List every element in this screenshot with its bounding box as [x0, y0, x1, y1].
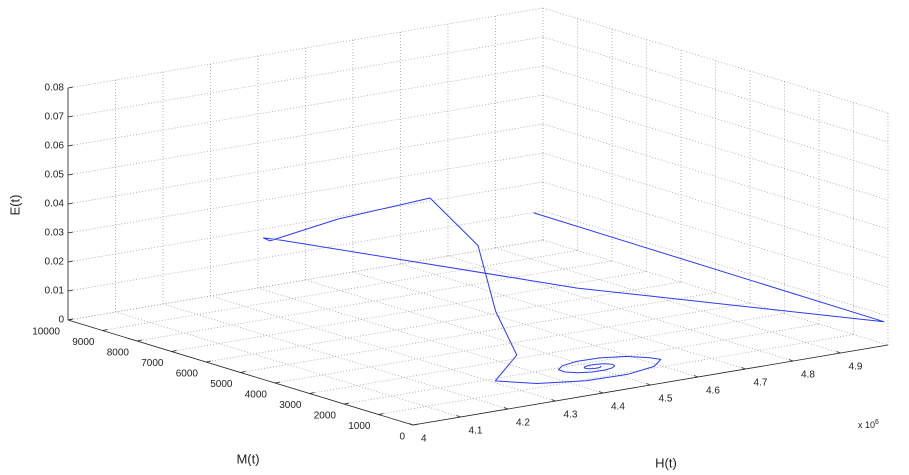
grid-line — [543, 211, 888, 316]
y-tick-label: 6000 — [176, 369, 199, 380]
z-axis-title: E(t) — [7, 195, 22, 216]
z-tick-label: 0.06 — [45, 141, 65, 152]
x-tick-label: 4.7 — [754, 378, 768, 389]
grid-line — [543, 37, 888, 142]
x-tick-label: 4.5 — [659, 394, 673, 405]
grid-line — [353, 272, 698, 377]
y-tick-label: 0 — [399, 432, 405, 443]
grid-line — [275, 303, 750, 383]
y-tick-label: 8000 — [107, 348, 130, 359]
z-tick-label: 0.04 — [45, 199, 65, 210]
y-tick-label: 1000 — [348, 421, 371, 432]
x-multiplier-base: x 10 — [858, 420, 875, 430]
z-tick-label: 0.01 — [45, 286, 65, 297]
x-multiplier-exponent: 6 — [875, 419, 879, 426]
x-tick-label: 4.9 — [849, 362, 863, 373]
grid-line — [241, 293, 716, 373]
x-tick-label: 4.1 — [469, 426, 483, 437]
data-line — [264, 198, 884, 384]
y-tick-label: 2000 — [314, 411, 337, 422]
grid-line — [103, 251, 578, 331]
z-tick — [68, 261, 73, 262]
y-tick — [413, 424, 418, 425]
y-tick — [379, 414, 384, 415]
y-tick-label: 5000 — [210, 379, 233, 390]
z-tick-label: 0 — [58, 315, 64, 326]
chart: E(t) M(t) H(t) x 106 0 0.01 0.02 0.03 0.04 0.… — [0, 0, 909, 475]
y-tick — [206, 361, 211, 362]
grid-line — [206, 282, 681, 362]
z-tick — [68, 203, 73, 204]
z-tick — [68, 174, 73, 175]
grid-line — [137, 261, 612, 341]
y-tick — [344, 403, 349, 404]
grid-line — [543, 124, 888, 229]
z-tick — [68, 232, 73, 233]
grid-line — [448, 256, 793, 361]
x-tick-label: 4.8 — [801, 370, 815, 381]
z-tick — [68, 145, 73, 146]
z-tick-label: 0.05 — [45, 170, 65, 181]
z-tick — [68, 290, 73, 291]
grid-line — [401, 264, 746, 369]
grid-line — [344, 324, 819, 404]
x-tick-label: 4.4 — [611, 402, 625, 413]
y-tick-label: 4000 — [245, 390, 268, 401]
z-tick-label: 0.08 — [45, 83, 65, 94]
y-tick-label: 9000 — [72, 337, 95, 348]
y-tick — [137, 340, 142, 341]
z-tick-label: 0.07 — [45, 112, 65, 123]
y-tick-label: 10000 — [32, 327, 60, 338]
page: {"chart_data": { "type": "line3d", "xlab… — [0, 0, 909, 475]
x-tick-label: 4 — [421, 434, 427, 445]
x-tick-label: 4.6 — [706, 386, 720, 397]
z-tick-label: 0.03 — [45, 228, 65, 239]
y-axis-title: M(t) — [236, 451, 259, 466]
x-axis-title: H(t) — [655, 455, 677, 470]
y-tick — [275, 382, 280, 383]
y-tick — [241, 372, 246, 373]
y-tick — [172, 351, 177, 352]
y-tick — [310, 393, 315, 394]
z-tick-label: 0.02 — [45, 257, 65, 268]
z-tick — [68, 87, 73, 88]
y-tick — [68, 319, 73, 320]
y-tick — [103, 330, 108, 331]
grid-line — [310, 314, 785, 394]
x-tick-label: 4.3 — [564, 410, 578, 421]
grid-line — [172, 272, 647, 352]
x-tick-label: 4.2 — [516, 418, 530, 429]
z-tick — [68, 116, 73, 117]
x-multiplier: x 106 — [858, 419, 879, 431]
y-tick-label: 3000 — [279, 400, 302, 411]
y-tick-label: 7000 — [141, 358, 164, 369]
